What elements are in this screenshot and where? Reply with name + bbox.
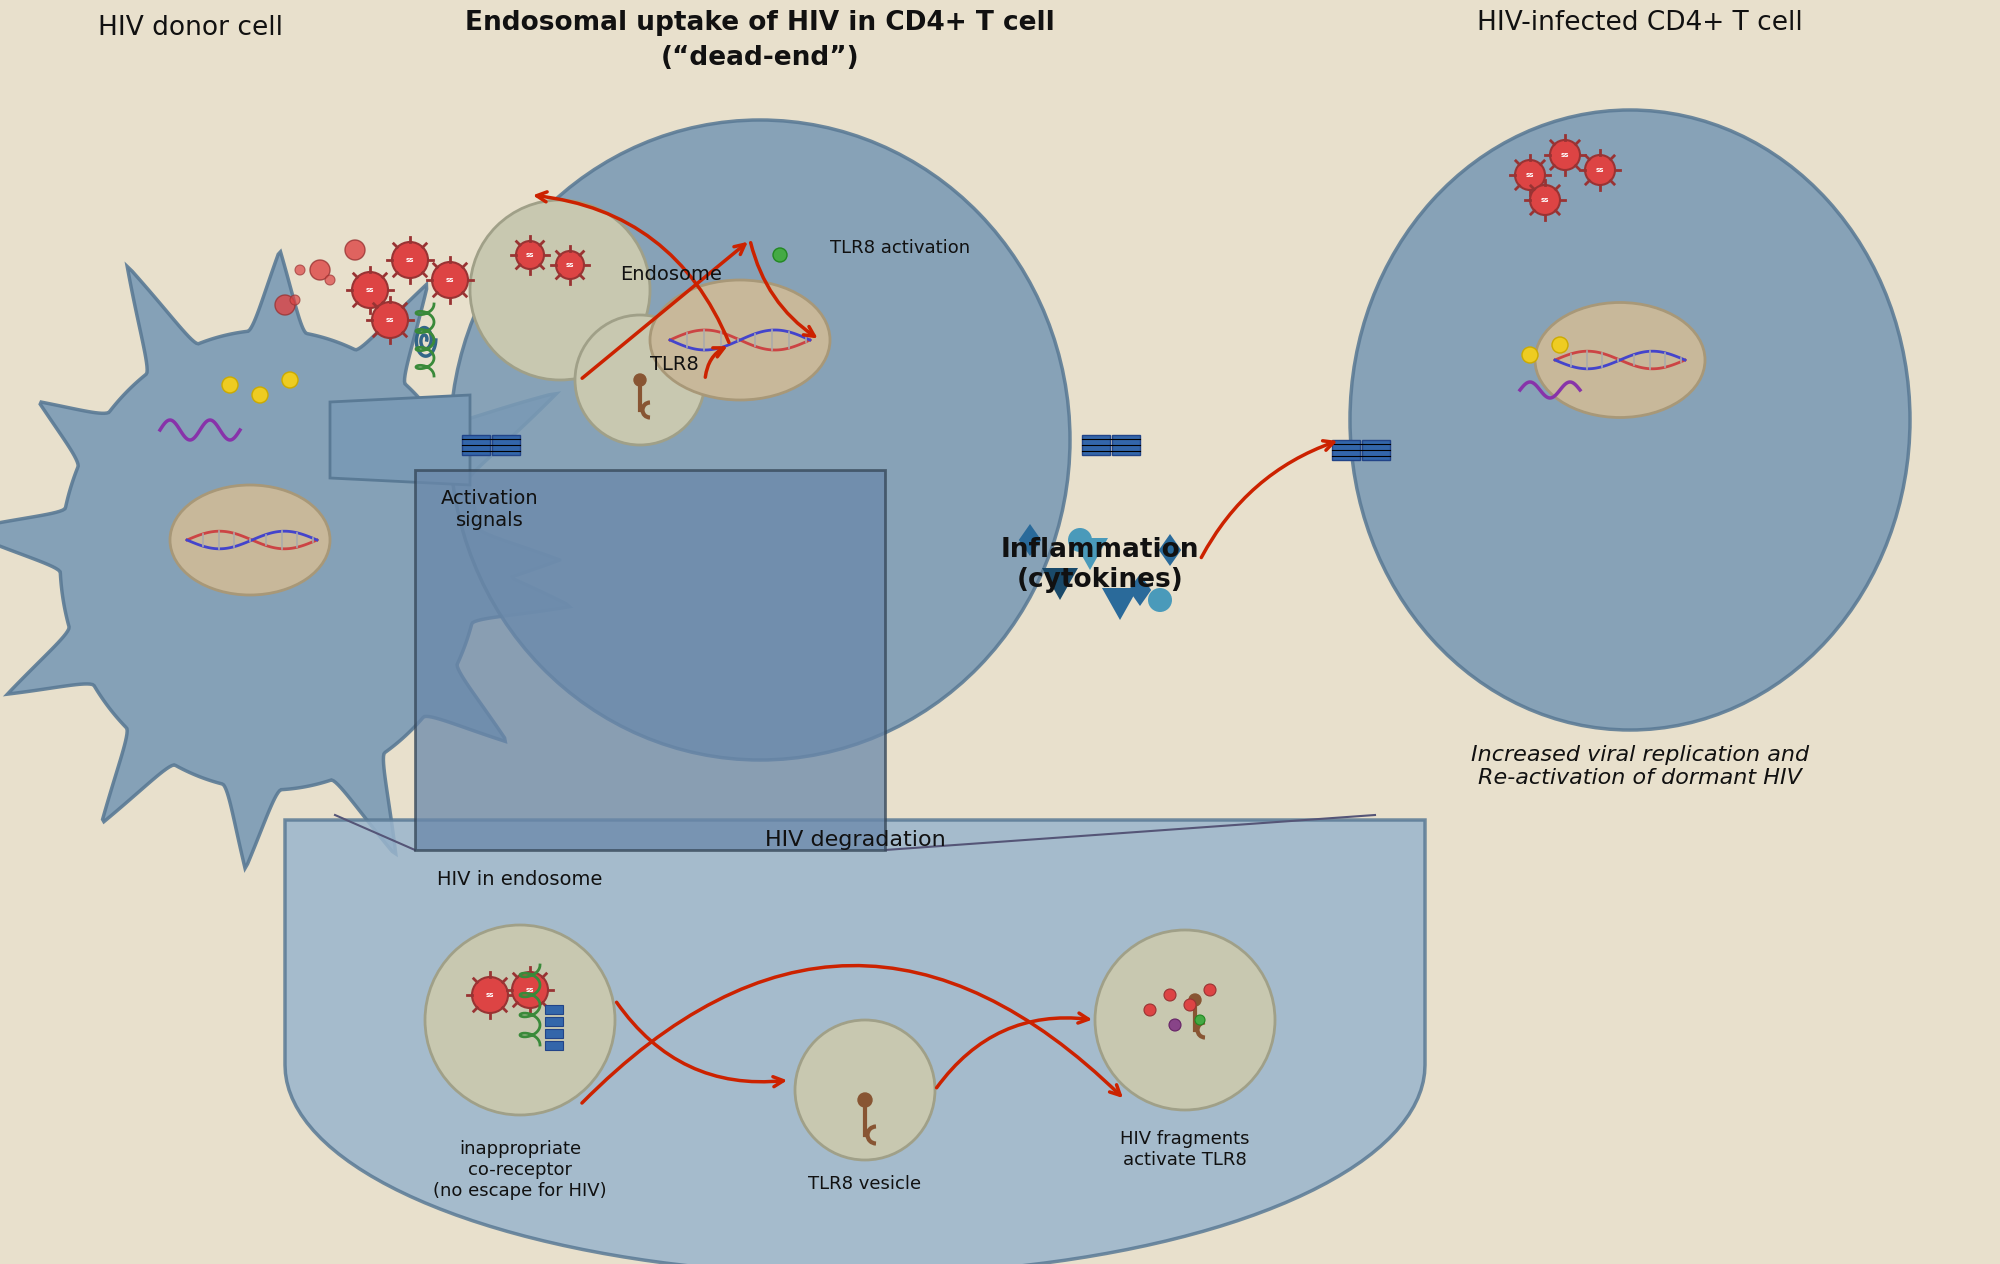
Bar	[1112, 435, 1140, 455]
Text: ss: ss	[1596, 167, 1604, 173]
Text: ss: ss	[1540, 197, 1550, 204]
Circle shape	[310, 260, 330, 281]
Ellipse shape	[1536, 302, 1704, 417]
Ellipse shape	[650, 281, 830, 399]
Bar	[416, 470, 884, 849]
Circle shape	[296, 265, 304, 276]
Circle shape	[392, 241, 428, 278]
Circle shape	[516, 241, 544, 269]
Bar	[462, 435, 490, 455]
Bar	[544, 1029, 564, 1038]
Circle shape	[222, 377, 238, 393]
Text: TLR8 activation: TLR8 activation	[830, 239, 970, 257]
Circle shape	[1196, 1015, 1204, 1025]
Ellipse shape	[170, 485, 330, 595]
Circle shape	[634, 374, 646, 386]
Circle shape	[772, 248, 788, 262]
Circle shape	[290, 295, 300, 305]
Text: Inflammation
(cytokines): Inflammation (cytokines)	[1000, 537, 1200, 593]
Text: inappropriate
co-receptor
(no escape for HIV): inappropriate co-receptor (no escape for…	[434, 1140, 606, 1200]
Polygon shape	[0, 252, 570, 868]
Polygon shape	[330, 394, 470, 485]
Polygon shape	[1128, 574, 1152, 605]
Polygon shape	[1042, 568, 1078, 600]
Circle shape	[1168, 1019, 1180, 1031]
Circle shape	[1552, 337, 1568, 353]
Circle shape	[1184, 999, 1196, 1011]
Polygon shape	[1158, 533, 1182, 566]
Text: ss: ss	[566, 262, 574, 268]
Circle shape	[576, 315, 704, 445]
Circle shape	[1144, 1004, 1156, 1016]
Polygon shape	[286, 820, 1424, 1264]
Circle shape	[372, 302, 408, 337]
Circle shape	[252, 387, 268, 403]
Polygon shape	[1018, 525, 1042, 556]
Circle shape	[352, 272, 388, 308]
Circle shape	[472, 977, 508, 1012]
Circle shape	[858, 1093, 872, 1107]
Bar	[544, 1042, 564, 1050]
Text: (“dead-end”): (“dead-end”)	[660, 46, 860, 71]
Circle shape	[1068, 528, 1092, 552]
Polygon shape	[1102, 588, 1138, 621]
Circle shape	[556, 252, 584, 279]
Text: ss: ss	[406, 257, 414, 263]
Circle shape	[346, 240, 364, 260]
Text: TLR8 vesicle: TLR8 vesicle	[808, 1176, 922, 1193]
Bar	[544, 1018, 564, 1026]
Circle shape	[796, 1020, 936, 1160]
Circle shape	[1550, 140, 1580, 169]
Bar	[1362, 440, 1390, 460]
Text: ss: ss	[1526, 172, 1534, 178]
Circle shape	[470, 200, 650, 380]
Ellipse shape	[450, 120, 1070, 760]
Circle shape	[432, 262, 468, 298]
Text: TLR8: TLR8	[650, 355, 698, 374]
Text: Endosome: Endosome	[620, 265, 722, 284]
Circle shape	[1530, 185, 1560, 215]
Bar	[492, 435, 520, 455]
Polygon shape	[1072, 538, 1108, 570]
Circle shape	[1584, 155, 1616, 185]
Circle shape	[324, 276, 336, 284]
Circle shape	[1516, 161, 1544, 190]
Text: HIV fragments
activate TLR8: HIV fragments activate TLR8	[1120, 1130, 1250, 1169]
Text: ss: ss	[526, 252, 534, 258]
Text: ss: ss	[526, 987, 534, 994]
Text: ss: ss	[486, 992, 494, 999]
Text: Increased viral replication and
Re-activation of dormant HIV: Increased viral replication and Re-activ…	[1470, 744, 1810, 789]
Text: HIV degradation: HIV degradation	[764, 830, 946, 849]
Circle shape	[1096, 930, 1276, 1110]
Bar	[1332, 440, 1360, 460]
Circle shape	[1522, 348, 1538, 363]
Text: ss: ss	[386, 317, 394, 324]
Circle shape	[1204, 983, 1216, 996]
Text: HIV-infected CD4+ T cell: HIV-infected CD4+ T cell	[1478, 10, 1802, 35]
Circle shape	[282, 372, 298, 388]
Bar	[544, 1005, 564, 1014]
Text: Activation
signals: Activation signals	[442, 489, 538, 531]
Text: Endosomal uptake of HIV in CD4+ T cell: Endosomal uptake of HIV in CD4+ T cell	[466, 10, 1054, 35]
Circle shape	[276, 295, 296, 315]
Ellipse shape	[1350, 110, 1910, 731]
Text: HIV donor cell: HIV donor cell	[98, 15, 282, 40]
Text: HIV in endosome: HIV in endosome	[438, 870, 602, 889]
Text: ss: ss	[366, 287, 374, 293]
Circle shape	[1188, 994, 1200, 1006]
Text: ss: ss	[446, 277, 454, 283]
Circle shape	[1148, 588, 1172, 612]
Circle shape	[424, 925, 616, 1115]
Circle shape	[1164, 988, 1176, 1001]
Text: ss: ss	[1560, 152, 1570, 158]
Circle shape	[512, 972, 548, 1007]
Bar	[1082, 435, 1110, 455]
